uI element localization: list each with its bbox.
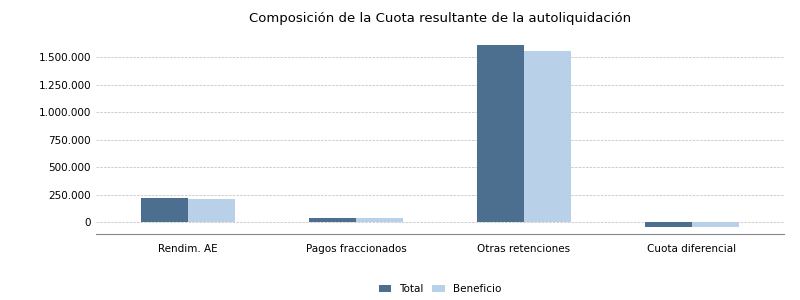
Bar [477,45,524,222]
Bar [309,218,356,222]
Legend: Total, Beneficio: Total, Beneficio [378,284,502,294]
Bar [524,51,571,222]
Bar [188,200,235,222]
Bar [692,222,738,227]
Bar [142,198,188,222]
Bar [645,222,692,227]
Bar [356,218,403,222]
Title: Composición de la Cuota resultante de la autoliquidación: Composición de la Cuota resultante de la… [249,12,631,25]
